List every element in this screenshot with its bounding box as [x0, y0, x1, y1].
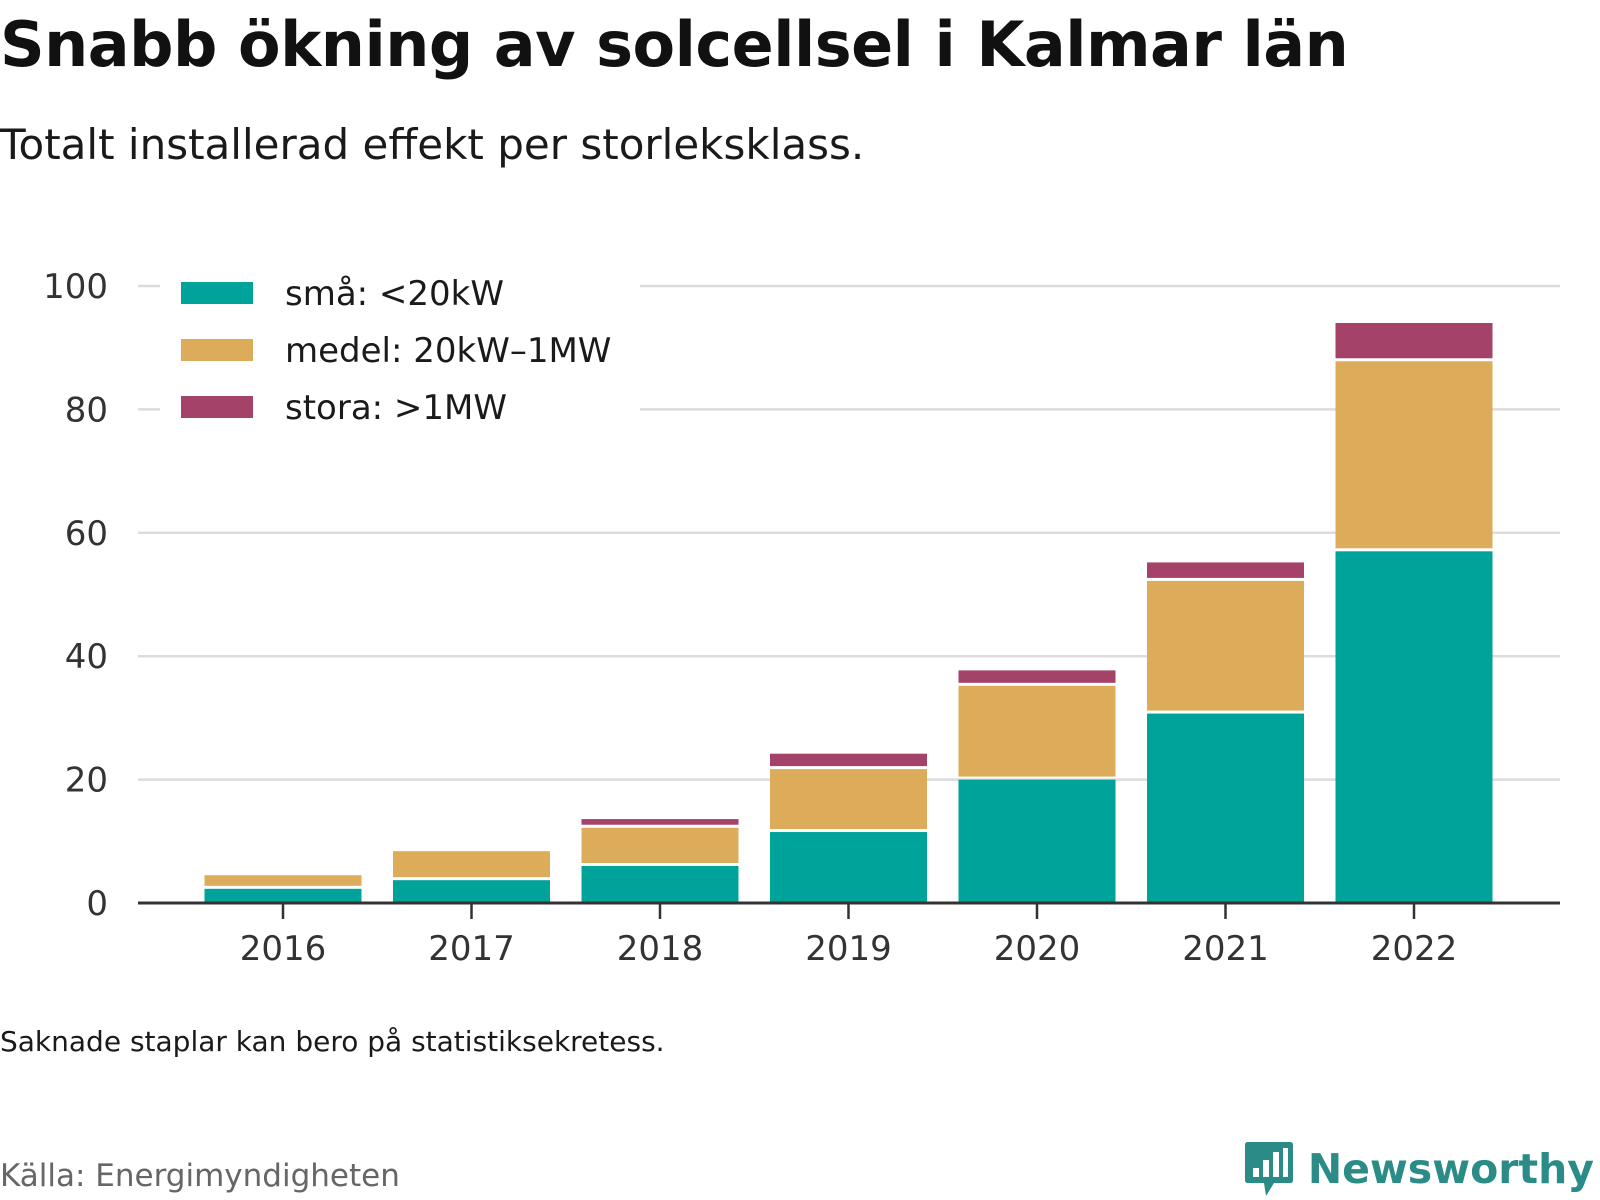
bar-2018-series-1: [581, 827, 739, 863]
bar-2020-series-0: [958, 779, 1116, 903]
y-tick-label: 20: [65, 761, 108, 801]
bar-2016-series-0: [204, 888, 362, 903]
legend-label-2: stora: >1MW: [285, 388, 507, 428]
bar-2017-series-1: [393, 851, 550, 878]
y-tick-label: 100: [43, 267, 108, 307]
bar-2022-series-2: [1335, 323, 1493, 359]
bars: [204, 323, 1493, 903]
x-tick-label: 2019: [805, 929, 892, 969]
bar-2020-series-1: [958, 685, 1116, 777]
x-tick-label: 2020: [994, 929, 1081, 969]
bar-2021-series-2: [1147, 562, 1304, 578]
x-tick-label: 2022: [1371, 929, 1458, 969]
y-tick-label: 0: [86, 884, 108, 924]
chart-subtitle: Totalt installerad effekt per storlekskl…: [0, 120, 865, 169]
legend-swatch-1: [181, 339, 253, 361]
bar-2017-series-0: [393, 880, 550, 903]
bar-2022-series-1: [1335, 361, 1493, 549]
y-tick-label: 60: [65, 514, 108, 554]
x-tick-label: 2018: [617, 929, 704, 969]
legend-swatch-2: [181, 396, 253, 418]
bar-2019-series-0: [770, 832, 927, 903]
bar-2018-series-2: [581, 819, 739, 825]
y-tick-label: 40: [65, 637, 108, 677]
stacked-bar-chart: 0 20 40 60 80 100 2016 2017 2018 2019 2020 2021 2022…: [43, 262, 1560, 969]
bar-2021-series-1: [1147, 580, 1304, 711]
source-credit: Källa: Energimyndigheten: [0, 1158, 400, 1194]
bar-2021-series-0: [1147, 713, 1304, 903]
bar-chart-speech-bubble-icon: [1244, 1142, 1293, 1196]
axes: 0 20 40 60 80 100 2016 2017 2018 2019 2020 2021 2022: [43, 267, 1560, 969]
brand-logo: Newsworthy: [1244, 1140, 1594, 1198]
chart-title: Snabb ökning av solcellsel i Kalmar län: [0, 8, 1349, 81]
bar-2016-series-1: [204, 875, 362, 886]
bar-2019-series-1: [770, 769, 927, 830]
x-tick-label: 2017: [428, 929, 515, 969]
bar-2018-series-0: [581, 865, 739, 903]
brand-name: Newsworthy: [1307, 1145, 1594, 1193]
bar-2019-series-2: [770, 753, 927, 767]
legend-swatch-0: [181, 282, 253, 304]
x-tick-label: 2021: [1182, 929, 1269, 969]
bar-2020-series-2: [958, 670, 1116, 683]
y-tick-label: 80: [65, 390, 108, 430]
legend: små: <20kW medel: 20kW–1MW stora: >1MW: [160, 262, 640, 430]
legend-label-1: medel: 20kW–1MW: [285, 331, 611, 371]
x-tick-label: 2016: [240, 929, 327, 969]
legend-label-0: små: <20kW: [285, 274, 504, 314]
bar-2022-series-0: [1335, 551, 1493, 903]
footnote: Saknade staplar kan bero på statistiksek…: [0, 1025, 665, 1058]
